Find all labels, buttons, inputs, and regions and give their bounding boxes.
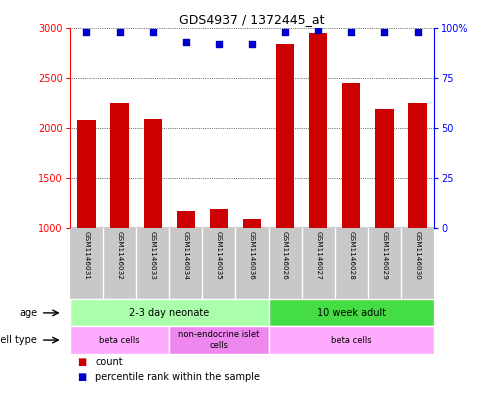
- Bar: [77, 119, 95, 228]
- Bar: [268, 327, 434, 354]
- Title: GDS4937 / 1372445_at: GDS4937 / 1372445_at: [179, 13, 325, 26]
- Text: GSM1146030: GSM1146030: [415, 231, 421, 280]
- Point: [347, 28, 355, 35]
- Bar: [169, 327, 268, 354]
- Text: GSM1146026: GSM1146026: [282, 231, 288, 280]
- Text: GSM1146028: GSM1146028: [348, 231, 354, 280]
- Text: 10 week adult: 10 week adult: [317, 308, 386, 318]
- Text: GSM1146032: GSM1146032: [117, 231, 123, 280]
- Point: [116, 28, 124, 35]
- Point: [380, 28, 388, 35]
- Text: age: age: [19, 308, 37, 318]
- Text: GSM1146027: GSM1146027: [315, 231, 321, 280]
- Text: beta cells: beta cells: [99, 336, 140, 345]
- Bar: [70, 299, 268, 327]
- Point: [314, 26, 322, 33]
- Bar: [309, 33, 327, 228]
- Text: cell type: cell type: [0, 335, 37, 345]
- Text: count: count: [95, 356, 123, 367]
- Text: GSM1146034: GSM1146034: [183, 231, 189, 280]
- Text: percentile rank within the sample: percentile rank within the sample: [95, 372, 260, 382]
- Bar: [70, 327, 169, 354]
- Text: GSM1146031: GSM1146031: [83, 231, 89, 280]
- Bar: [110, 103, 129, 228]
- Point: [82, 28, 90, 35]
- Text: GSM1146035: GSM1146035: [216, 231, 222, 280]
- Bar: [409, 103, 427, 228]
- Bar: [342, 83, 360, 228]
- Text: 2-3 day neonate: 2-3 day neonate: [129, 308, 210, 318]
- Point: [414, 28, 422, 35]
- Text: ■: ■: [77, 356, 86, 367]
- Bar: [177, 211, 195, 228]
- Bar: [375, 108, 394, 228]
- Bar: [243, 219, 261, 228]
- Bar: [276, 44, 294, 228]
- Text: non-endocrine islet
cells: non-endocrine islet cells: [178, 331, 259, 350]
- Point: [182, 39, 190, 45]
- Bar: [268, 299, 434, 327]
- Bar: [210, 209, 228, 228]
- Point: [215, 40, 223, 47]
- Bar: [144, 119, 162, 228]
- Text: GSM1146036: GSM1146036: [249, 231, 255, 280]
- Point: [149, 28, 157, 35]
- Point: [248, 40, 256, 47]
- Point: [281, 28, 289, 35]
- Text: GSM1146029: GSM1146029: [381, 231, 387, 280]
- Text: ■: ■: [77, 372, 86, 382]
- Text: beta cells: beta cells: [331, 336, 372, 345]
- Text: GSM1146033: GSM1146033: [150, 231, 156, 280]
